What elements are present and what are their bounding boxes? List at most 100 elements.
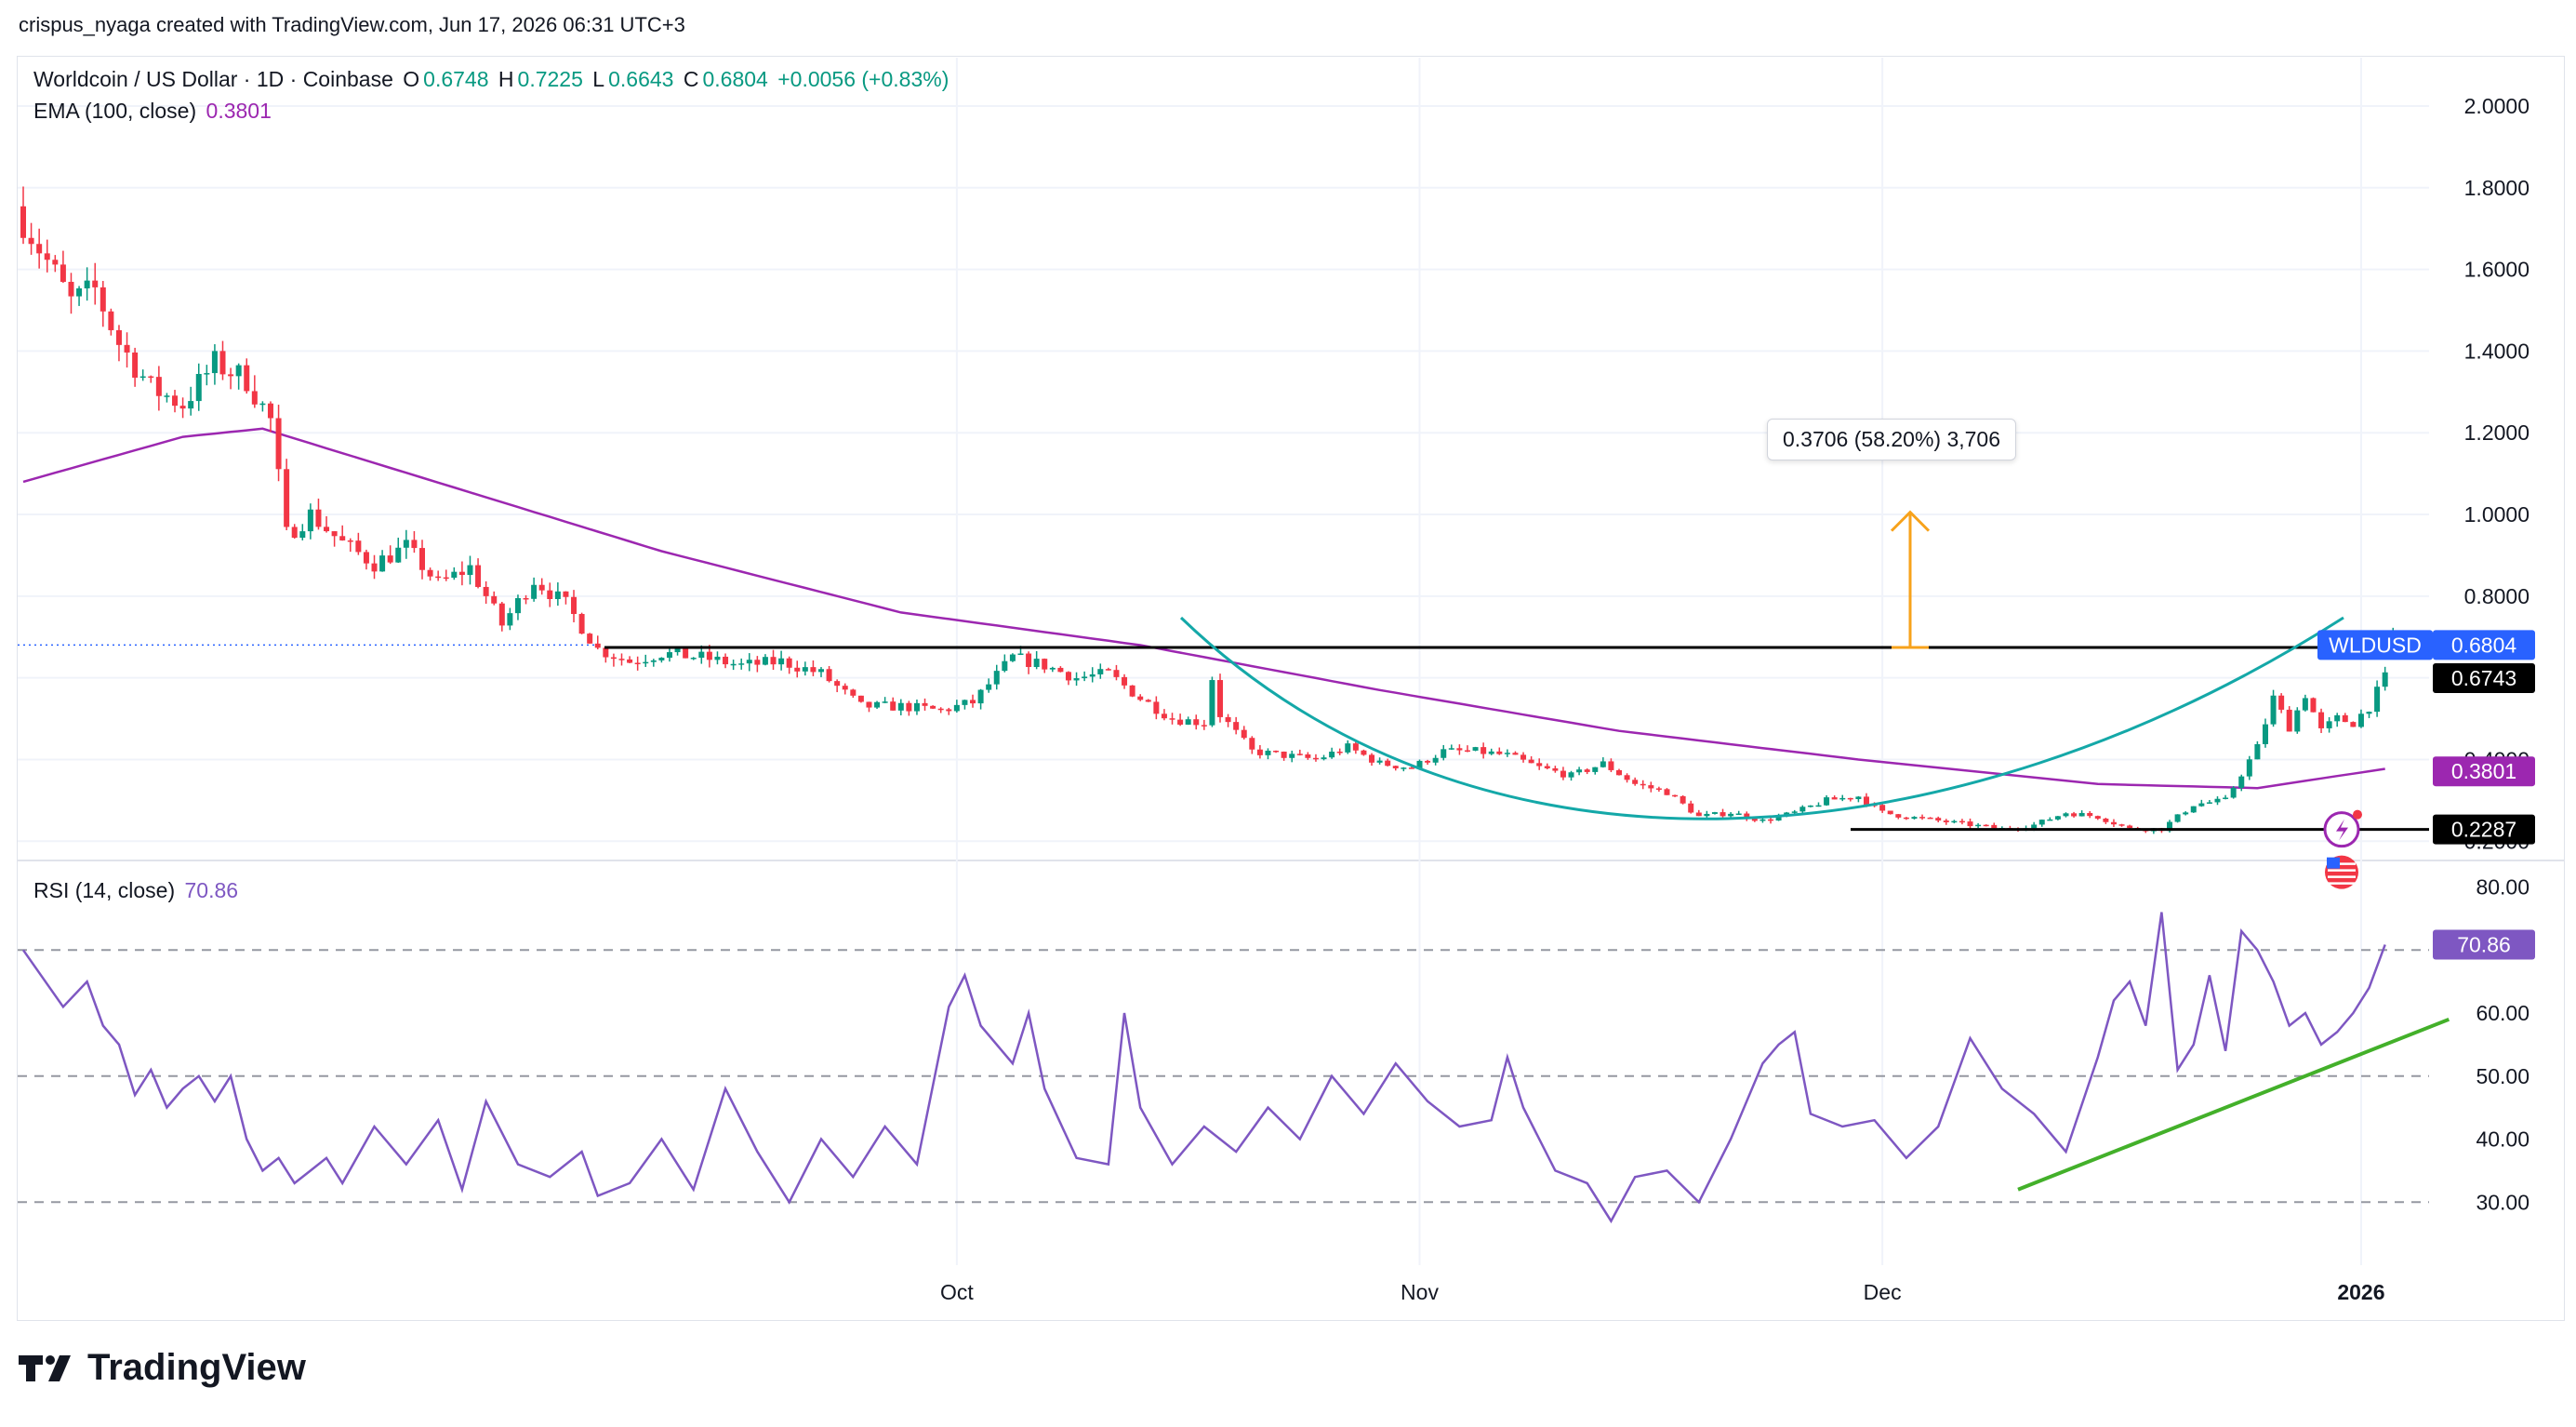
candle-body	[810, 667, 817, 673]
candle-body	[331, 531, 338, 537]
last-price-label-bg	[2433, 630, 2535, 660]
candle-body	[1688, 803, 1694, 813]
candle-body	[1759, 819, 1766, 821]
candle-body	[2294, 710, 2301, 732]
candle-body	[1369, 754, 1375, 763]
close-label: C	[683, 67, 699, 91]
candle-body	[1401, 767, 1407, 769]
candle-body	[1345, 743, 1351, 753]
x-tick-label: 2026	[2337, 1280, 2384, 1304]
candle-body	[882, 701, 888, 703]
candle-body	[634, 662, 641, 665]
ema-legend: EMA (100, close) 0.3801	[33, 99, 275, 124]
candle-body	[68, 281, 74, 297]
chart-frame	[17, 56, 2565, 1321]
candle-body	[291, 527, 298, 539]
candle-body	[1177, 719, 1184, 725]
candle-body	[650, 660, 657, 662]
candle-body	[84, 280, 90, 288]
price-tick-label: 1.2000	[2464, 420, 2530, 445]
candle-body	[403, 540, 409, 548]
candle-body	[1528, 759, 1534, 764]
candle-body	[1265, 750, 1271, 755]
candle-body	[746, 660, 752, 664]
candle-body	[1640, 783, 1646, 786]
ema-layer	[22, 427, 2385, 790]
candle-body	[76, 287, 83, 297]
candle-body	[491, 595, 498, 604]
candle-body	[571, 596, 578, 615]
candle-body	[610, 657, 617, 660]
candle-body	[866, 701, 872, 708]
candle-body	[986, 684, 992, 690]
measure-arrow-head	[1890, 510, 1931, 532]
candle-body	[2094, 816, 2101, 820]
candle-body	[1919, 817, 1926, 819]
candle-layer	[20, 186, 2397, 834]
candle-body	[2214, 798, 2221, 803]
ema-price-label-bg	[2433, 756, 2535, 787]
candle-body	[1026, 653, 1032, 668]
candle-body	[148, 376, 154, 379]
candle-body	[1751, 819, 1758, 821]
candle-body	[1768, 819, 1774, 821]
tradingview-logo-icon	[19, 1354, 71, 1381]
candle-body	[339, 536, 346, 540]
candle-body	[578, 614, 585, 634]
price-tick-label: 2.0000	[2464, 94, 2530, 118]
candle-body	[1983, 824, 1989, 827]
candle-body	[1336, 752, 1343, 754]
candle-body	[1065, 672, 1071, 681]
candle-body	[1911, 817, 1918, 820]
resistance-price-label: 0.6743	[2451, 666, 2516, 690]
candle-body	[2110, 821, 2117, 825]
candle-body	[818, 669, 824, 673]
candle-body	[1775, 816, 1782, 821]
candle-body	[363, 552, 369, 564]
candle-body	[1664, 789, 1670, 795]
candle-body	[411, 540, 418, 549]
rsi-price-label: 70.86	[2457, 932, 2511, 956]
change-value: +0.0056 (+0.83%)	[777, 67, 949, 91]
candle-body	[2374, 687, 2381, 713]
candle-body	[1975, 824, 1982, 827]
candle-body	[1002, 660, 1008, 672]
candle-body	[1943, 820, 1949, 822]
candle-body	[778, 658, 785, 665]
candle-body	[2063, 813, 2069, 817]
candle-body	[523, 597, 529, 600]
candle-body	[1376, 760, 1383, 763]
candle-body	[514, 597, 521, 614]
candle-body	[1608, 761, 1614, 770]
candle-body	[1847, 797, 1853, 800]
candle-body	[1807, 805, 1813, 807]
rsi-tick-label: 60.00	[2476, 1001, 2530, 1025]
candle-body	[897, 702, 904, 711]
candle-body	[1879, 805, 1886, 811]
candle-body	[2230, 787, 2237, 798]
candle-body	[1704, 813, 1710, 817]
candle-body	[1441, 749, 1447, 758]
candle-body	[2342, 714, 2348, 723]
candle-body	[1089, 673, 1095, 677]
candle-body	[690, 658, 697, 660]
rsi-label: RSI (14, close)	[33, 878, 176, 902]
close-value: 0.6804	[702, 67, 768, 91]
ema-label: EMA (100, close)	[33, 99, 197, 123]
candle-body	[930, 705, 936, 709]
candle-body	[706, 651, 712, 660]
candle-body	[1815, 805, 1822, 807]
candle-body	[219, 351, 226, 375]
candle-body	[1695, 812, 1702, 817]
candle-body	[993, 671, 1000, 685]
candle-body	[730, 663, 737, 666]
candle-body	[2118, 824, 2125, 826]
candle-body	[1113, 670, 1120, 677]
candle-body	[228, 374, 234, 377]
candle-body	[1049, 667, 1056, 670]
candle-body	[211, 351, 218, 374]
candle-body	[1991, 824, 1998, 829]
candle-body	[714, 656, 721, 660]
